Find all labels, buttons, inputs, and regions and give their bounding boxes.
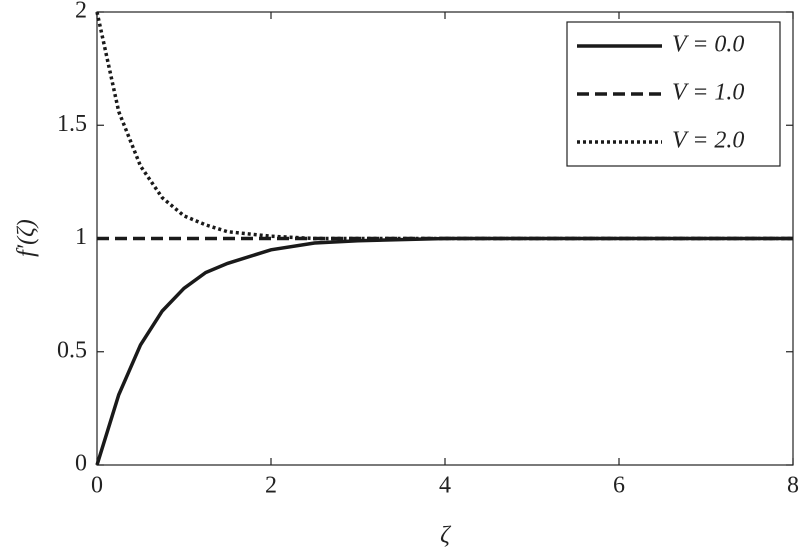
x-tick-label: 6 [613, 473, 625, 499]
y-tick-label: 2 [75, 0, 87, 24]
y-tick-label: 1.5 [57, 111, 87, 137]
x-tick-label: 4 [439, 473, 451, 499]
series-line [95, 236, 793, 466]
y-axis-label: f′(ζ) [14, 219, 40, 257]
x-tick-label: 0 [91, 473, 103, 499]
y-tick-label: 1 [75, 224, 87, 250]
legend-label: V = 0.0 [672, 32, 744, 58]
legend-label: V = 1.0 [672, 80, 744, 106]
x-tick-label: 2 [265, 473, 277, 499]
series-line [95, 11, 793, 241]
y-tick-label: 0 [75, 451, 87, 477]
x-axis-label: ζ [440, 523, 452, 549]
y-tick-label: 0.5 [57, 337, 87, 363]
x-tick-label: 8 [787, 473, 799, 499]
legend-label: V = 2.0 [672, 128, 744, 154]
